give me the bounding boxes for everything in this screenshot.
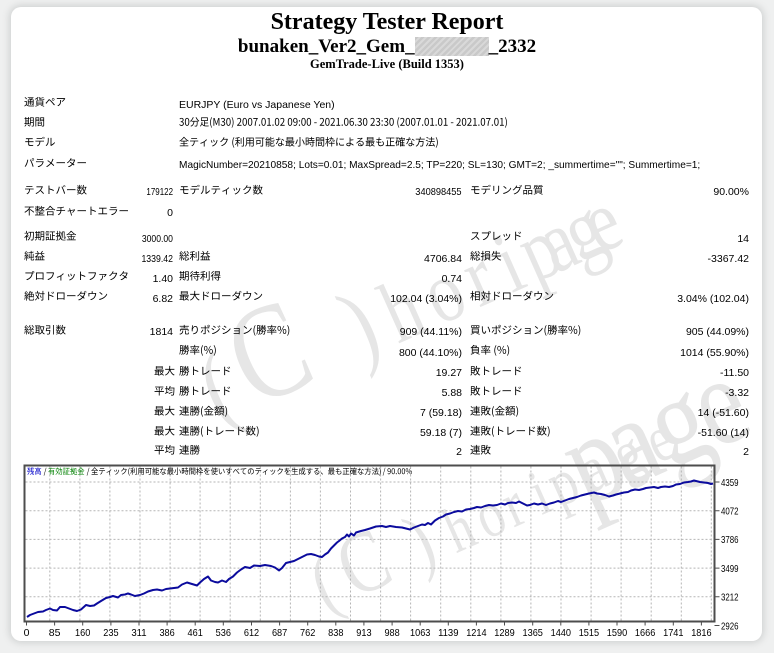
svg-text:3786: 3786 [721,534,739,546]
svg-text:4359: 4359 [721,477,739,489]
svg-text:235: 235 [103,627,118,639]
svg-text:913: 913 [356,627,371,639]
svg-text:0: 0 [24,627,30,639]
svg-text:1289: 1289 [494,627,515,639]
svg-text:160: 160 [75,627,90,639]
svg-text:1741: 1741 [663,627,684,639]
svg-text:3212: 3212 [721,592,739,604]
svg-text:1666: 1666 [635,627,656,639]
svg-text:85: 85 [49,627,61,639]
svg-text:3499: 3499 [721,563,739,575]
svg-text:988: 988 [384,627,399,639]
svg-text:386: 386 [159,627,174,639]
svg-text:1214: 1214 [466,627,487,639]
svg-text:2926: 2926 [721,620,739,632]
svg-text:762: 762 [300,627,315,639]
svg-text:461: 461 [188,627,203,639]
svg-text:1590: 1590 [607,627,628,639]
svg-text:838: 838 [328,627,343,639]
svg-text:1816: 1816 [691,627,712,639]
svg-text:1063: 1063 [410,627,431,639]
svg-text:612: 612 [244,627,259,639]
svg-text:1440: 1440 [551,627,572,639]
svg-text:1365: 1365 [523,627,544,639]
svg-text:4072: 4072 [721,506,739,518]
svg-text:687: 687 [272,627,287,639]
svg-text:311: 311 [131,627,146,639]
svg-text:536: 536 [216,627,231,639]
svg-text:1515: 1515 [579,627,600,639]
svg-text:1139: 1139 [438,627,459,639]
